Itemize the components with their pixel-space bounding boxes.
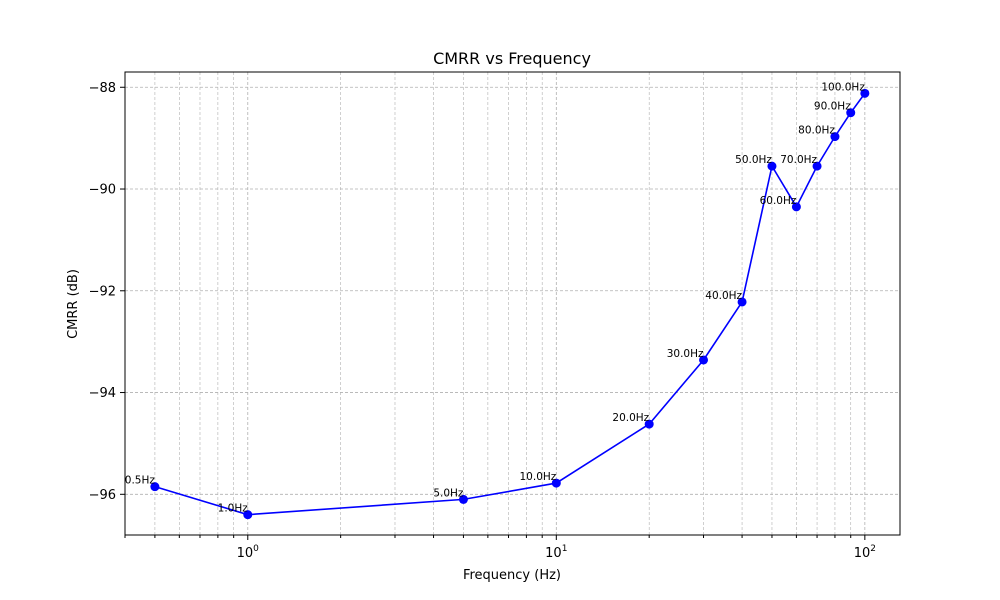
data-point-label: 20.0Hz: [612, 412, 649, 424]
data-point-label: 40.0Hz: [705, 290, 742, 302]
y-tick-label: −92: [89, 284, 116, 299]
chart-title: CMRR vs Frequency: [433, 49, 591, 68]
data-point: [644, 419, 654, 429]
x-tick-exponent: 2: [870, 544, 876, 554]
data-point: [737, 297, 747, 307]
data-point-label: 5.0Hz: [433, 487, 464, 499]
data-point: [812, 161, 822, 171]
data-point: [458, 494, 468, 504]
x-tick-label: 101: [545, 544, 567, 561]
data-series: [150, 88, 870, 520]
point-labels: 0.5Hz 1.0Hz 5.0Hz 10.0Hz 20.0Hz 30.0Hz 40.0Hz 5…: [125, 81, 866, 514]
data-point-label: 80.0Hz: [798, 125, 835, 137]
data-point: [243, 510, 253, 520]
y-tick-label: −90: [89, 183, 116, 198]
data-point: [551, 478, 561, 488]
y-tick-label: −88: [89, 81, 116, 96]
data-point-label: 70.0Hz: [780, 154, 817, 166]
data-point-label: 100.0Hz: [821, 81, 865, 93]
x-tick-base: 10: [545, 546, 562, 561]
data-point: [830, 132, 840, 142]
x-tick-label: 102: [854, 544, 876, 561]
data-point-label: 30.0Hz: [667, 348, 704, 360]
data-point: [767, 161, 777, 171]
axes: 100 101 102−96−94−92−90−88: [89, 81, 876, 561]
plot-frame: [124, 71, 901, 536]
data-point: [791, 202, 801, 212]
y-axis-label: CMRR (dB): [66, 269, 81, 339]
data-point: [150, 482, 160, 492]
x-axis-label: Frequency (Hz): [463, 568, 561, 583]
data-point-label: 60.0Hz: [760, 195, 797, 207]
data-point-label: 0.5Hz: [125, 475, 156, 487]
data-point: [699, 355, 709, 365]
data-point-label: 1.0Hz: [218, 503, 249, 515]
data-point-label: 50.0Hz: [735, 154, 772, 166]
y-tick-label: −94: [89, 386, 116, 401]
x-tick-base: 10: [237, 546, 254, 561]
data-point-label: 10.0Hz: [520, 471, 557, 483]
x-tick-exponent: 0: [253, 544, 259, 554]
data-point-label: 90.0Hz: [814, 101, 851, 113]
x-tick-exponent: 1: [562, 544, 568, 554]
y-tick-label: −96: [89, 488, 116, 503]
data-point: [860, 88, 870, 98]
x-tick-base: 10: [854, 546, 871, 561]
grid-lines: [124, 72, 900, 535]
x-tick-label: 100: [237, 544, 260, 561]
data-point: [846, 108, 856, 118]
